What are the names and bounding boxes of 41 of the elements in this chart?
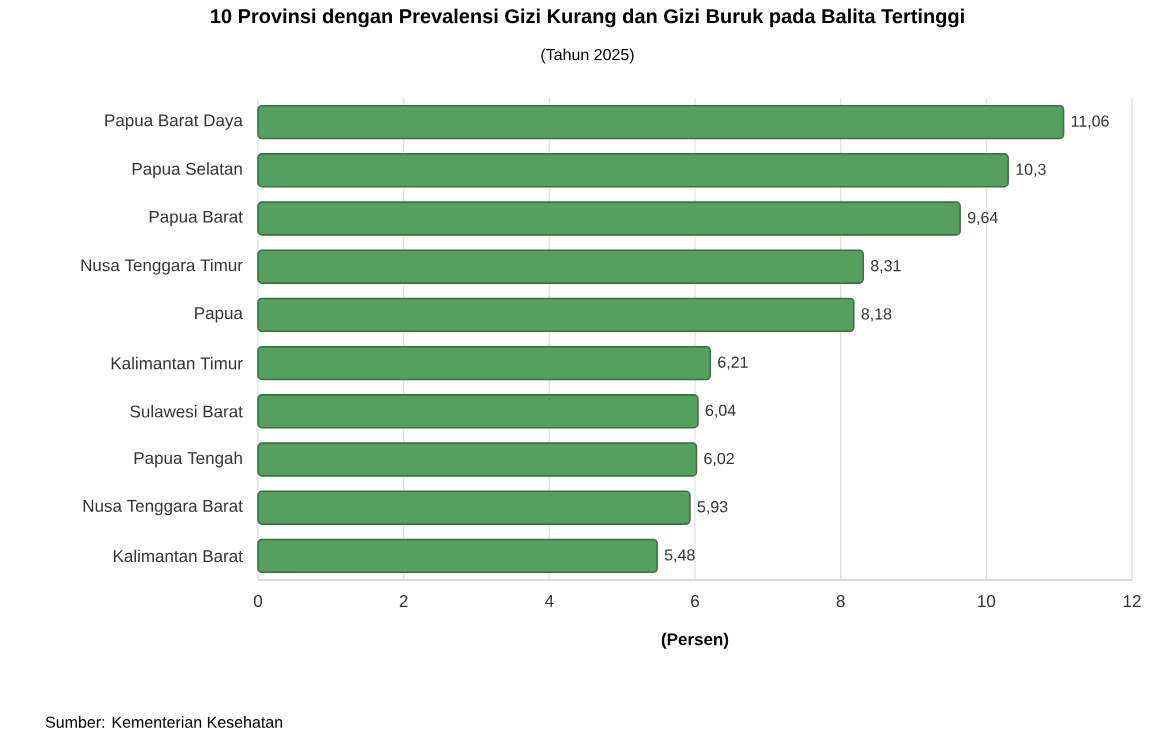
y-tick-label: Papua Tengah: [134, 451, 242, 468]
chart-title: 10 Provinsi dengan Prevalensi Gizi Kurang dan Gizi Buruk pada Balita Tertinggi: [211, 8, 964, 28]
x-tick-label: 2: [399, 595, 408, 607]
y-tick-label: Papua: [195, 307, 243, 323]
y-tick-label: Nusa Tenggara Barat: [83, 500, 243, 516]
x-tick-label: 8: [836, 595, 845, 608]
bar: [257, 297, 855, 333]
bar: [257, 442, 698, 477]
data-label: 5,48: [664, 549, 695, 563]
bar: [257, 345, 712, 381]
x-tick-label: 12: [1123, 595, 1141, 607]
data-label: 6,21: [718, 356, 748, 370]
x-tick-label: 4: [544, 595, 554, 607]
data-label: 8,31: [871, 260, 901, 274]
x-axis-title: (Persen): [661, 632, 729, 649]
bar: [257, 538, 658, 574]
data-label: 6,02: [704, 452, 734, 467]
x-tick-label: 0: [253, 595, 263, 608]
data-label: 10,3: [1016, 163, 1046, 177]
x-tick-label: 6: [691, 595, 699, 608]
y-tick-label: Nusa Tenggara Timur: [81, 258, 243, 275]
y-tick-label: Sulawesi Barat: [130, 405, 243, 418]
data-label: 5,93: [697, 501, 728, 515]
y-tick-label: Kalimantan Timur: [111, 356, 243, 370]
x-tick-label: 10: [978, 595, 996, 608]
chart-subtitle: (Tahun 2025): [541, 48, 634, 64]
bar: [257, 490, 691, 525]
y-tick-label: Papua Selatan: [132, 162, 242, 179]
data-label: 11,06: [1071, 115, 1109, 129]
data-label: 9,64: [967, 211, 998, 226]
bar: [257, 153, 1009, 188]
y-tick-label: Papua Barat Daya: [105, 114, 243, 130]
bar: [257, 104, 1065, 140]
bar: [257, 249, 865, 284]
text: Sumber: Kementerian Kesehatan: [45, 716, 283, 728]
bar: [257, 201, 961, 236]
data-label: 6,04: [705, 404, 736, 418]
y-tick-label: Papua Barat: [149, 210, 243, 227]
bar: [257, 394, 699, 429]
data-label: 8,18: [861, 308, 892, 322]
y-tick-label: Kalimantan Barat: [113, 549, 243, 563]
